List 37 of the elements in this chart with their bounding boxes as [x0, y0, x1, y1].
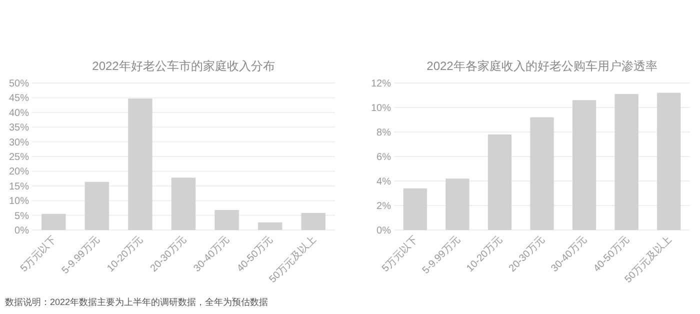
y-tick-label: 35%	[8, 122, 30, 134]
y-tick-label: 10%	[370, 103, 392, 114]
bar	[572, 100, 596, 230]
y-tick-label: 50%	[8, 78, 30, 90]
bar	[488, 134, 512, 230]
y-tick-label: 30%	[8, 137, 30, 148]
x-tick-label: 5万元以下	[380, 234, 420, 274]
y-tick-label: 10%	[8, 196, 30, 208]
y-tick-label: 0%	[14, 226, 30, 236]
bar	[446, 178, 470, 230]
bar	[403, 188, 427, 230]
y-tick-label: 20%	[8, 166, 30, 178]
bar	[301, 212, 326, 230]
bar	[214, 210, 239, 230]
bar	[657, 92, 681, 230]
y-tick-label: 6%	[376, 152, 392, 163]
bar	[258, 222, 282, 230]
y-tick-label: 8%	[376, 128, 392, 138]
bar	[128, 98, 152, 230]
bar	[42, 214, 66, 230]
bar	[171, 178, 196, 230]
y-tick-label: 15%	[8, 181, 30, 192]
y-tick-label: 45%	[8, 93, 30, 104]
text: 数据说明：2022年数据主要为上半年的调研数据，全年为预估数据	[5, 297, 268, 307]
y-tick-label: 12%	[370, 78, 392, 90]
y-tick-label: 40%	[8, 108, 30, 119]
y-tick-label: 4%	[376, 176, 392, 188]
y-tick-label: 2%	[376, 201, 392, 212]
y-tick-label: 25%	[8, 152, 30, 163]
chart-title: 2022年各家庭收入的好老公购车用户渗透率	[426, 59, 658, 73]
bar	[530, 117, 554, 230]
y-tick-label: 5%	[14, 210, 30, 222]
chart-title: 2022年好老公车市的家庭收入分布	[92, 59, 275, 73]
y-tick-label: 0%	[376, 226, 392, 236]
bar	[84, 182, 110, 230]
x-tick-label: 5万元以下	[18, 234, 59, 274]
bar	[614, 94, 638, 230]
